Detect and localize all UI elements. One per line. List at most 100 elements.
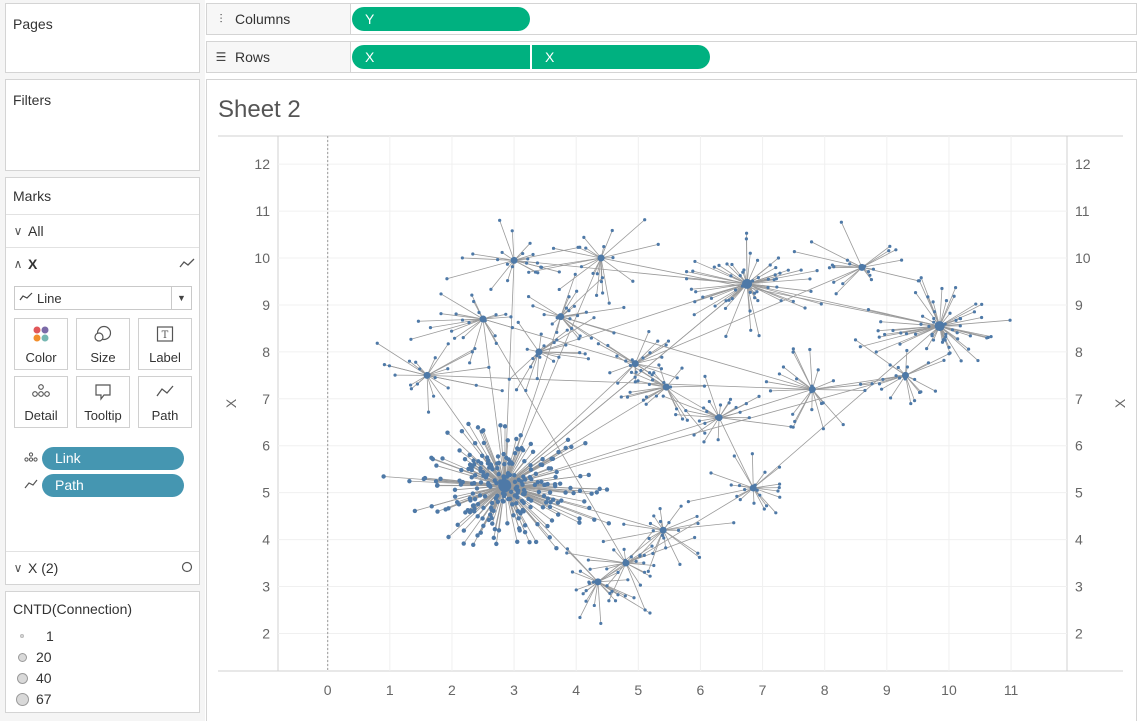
node-point[interactable] (555, 338, 559, 342)
node-point[interactable] (758, 493, 762, 497)
node-point[interactable] (650, 378, 655, 382)
node-point[interactable] (869, 278, 874, 282)
node-point[interactable] (616, 570, 620, 574)
node-point[interactable] (471, 462, 477, 467)
node-point[interactable] (913, 377, 917, 382)
node-point[interactable] (454, 312, 458, 316)
node-point[interactable] (536, 489, 542, 495)
node-point[interactable] (630, 358, 634, 362)
node-point[interactable] (629, 555, 633, 559)
node-point[interactable] (547, 535, 552, 540)
node-point[interactable] (947, 345, 951, 349)
node-point[interactable] (659, 367, 663, 371)
node-point[interactable] (549, 518, 555, 523)
node-point[interactable] (439, 312, 443, 316)
node-point[interactable] (661, 394, 665, 398)
node-point[interactable] (505, 438, 511, 443)
node-point[interactable] (479, 315, 487, 323)
node-point[interactable] (786, 268, 790, 272)
node-point[interactable] (605, 584, 609, 588)
node-point[interactable] (433, 376, 437, 380)
node-point[interactable] (781, 365, 786, 369)
node-point[interactable] (729, 274, 733, 278)
node-point[interactable] (696, 551, 700, 555)
node-point[interactable] (931, 300, 935, 304)
node-point[interactable] (644, 395, 649, 399)
node-point[interactable] (607, 301, 611, 305)
node-point[interactable] (750, 279, 755, 283)
node-point[interactable] (470, 350, 474, 354)
node-point[interactable] (684, 277, 689, 281)
node-point[interactable] (693, 300, 697, 304)
node-point[interactable] (619, 395, 623, 399)
node-point[interactable] (622, 522, 626, 526)
node-point[interactable] (528, 241, 532, 245)
node-point[interactable] (599, 621, 603, 626)
node-point[interactable] (723, 306, 728, 311)
node-point[interactable] (517, 528, 522, 533)
node-point[interactable] (576, 245, 580, 249)
node-point[interactable] (642, 570, 647, 574)
node-point[interactable] (532, 482, 538, 488)
node-point[interactable] (531, 252, 535, 257)
node-point[interactable] (491, 535, 496, 541)
node-point[interactable] (958, 324, 962, 328)
node-point[interactable] (832, 280, 836, 284)
node-point[interactable] (650, 373, 654, 377)
node-point[interactable] (542, 312, 546, 317)
node-point[interactable] (588, 567, 592, 571)
node-point[interactable] (764, 504, 769, 508)
node-point[interactable] (490, 467, 495, 472)
node-point[interactable] (478, 530, 483, 535)
node-point[interactable] (584, 599, 588, 603)
node-point[interactable] (697, 419, 702, 423)
node-point[interactable] (501, 451, 506, 457)
node-point[interactable] (429, 504, 434, 509)
node-point[interactable] (475, 502, 481, 507)
rows-shelf[interactable]: ☰ Rows X X (206, 41, 1137, 73)
node-point[interactable] (724, 334, 728, 338)
node-point[interactable] (489, 287, 493, 291)
node-point[interactable] (657, 363, 661, 367)
node-point[interactable] (859, 382, 863, 386)
node-point[interactable] (879, 387, 884, 391)
color-button[interactable]: Color (14, 318, 68, 370)
node-point[interactable] (616, 593, 620, 597)
node-point[interactable] (954, 318, 958, 322)
node-point[interactable] (494, 480, 499, 486)
node-point[interactable] (912, 399, 917, 403)
node-point[interactable] (901, 371, 909, 379)
node-point[interactable] (897, 376, 902, 380)
node-point[interactable] (466, 421, 471, 427)
node-point[interactable] (633, 375, 637, 379)
path-field-row[interactable]: Path (6, 473, 199, 497)
node-point[interactable] (602, 244, 606, 249)
node-point[interactable] (926, 361, 931, 365)
node-point[interactable] (613, 599, 618, 603)
node-point[interactable] (791, 299, 795, 304)
node-point[interactable] (662, 383, 670, 391)
node-point[interactable] (642, 553, 646, 557)
node-point[interactable] (919, 322, 923, 326)
node-point[interactable] (894, 374, 898, 378)
node-point[interactable] (871, 267, 876, 271)
node-point[interactable] (520, 507, 525, 513)
node-point[interactable] (570, 326, 574, 331)
node-point[interactable] (808, 277, 812, 281)
node-point[interactable] (750, 452, 754, 456)
node-point[interactable] (498, 218, 502, 222)
node-point[interactable] (989, 335, 993, 339)
path-button[interactable]: Path (138, 376, 192, 428)
node-point[interactable] (986, 335, 990, 340)
node-point[interactable] (839, 220, 843, 224)
node-point[interactable] (874, 350, 878, 354)
node-point[interactable] (583, 352, 587, 356)
node-point[interactable] (443, 507, 448, 512)
node-point[interactable] (932, 320, 936, 324)
node-point[interactable] (980, 315, 984, 320)
node-point[interactable] (876, 329, 880, 333)
node-point[interactable] (522, 529, 528, 535)
node-point[interactable] (382, 363, 387, 367)
node-point[interactable] (471, 503, 476, 508)
node-point[interactable] (774, 511, 778, 515)
